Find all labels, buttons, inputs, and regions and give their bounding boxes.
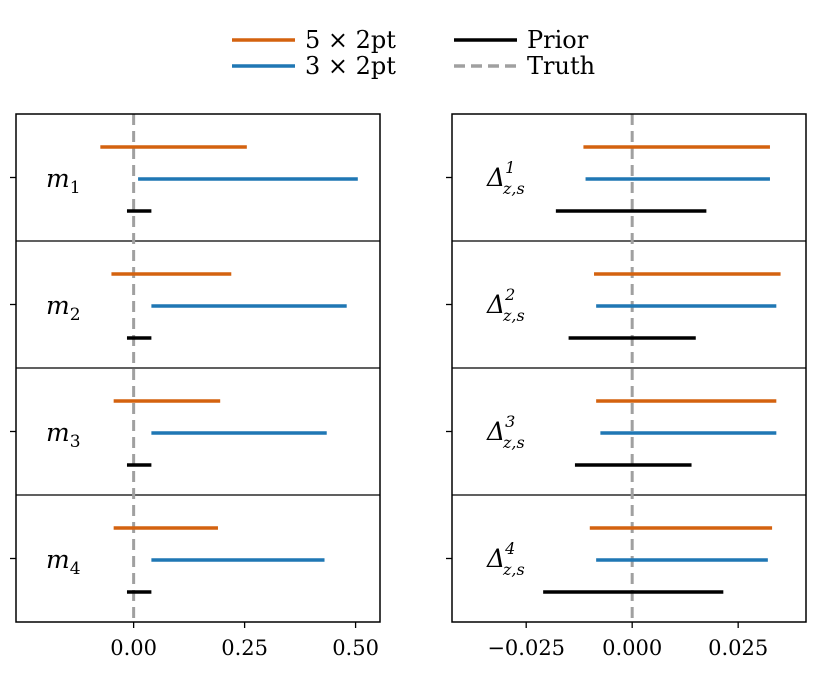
param-subscript: z,s <box>502 179 525 198</box>
param-label-m-2: m2 <box>46 291 81 325</box>
param-symbol: m <box>46 545 70 574</box>
row-m-3: m3 <box>10 399 327 467</box>
param-superscript: 1 <box>505 158 515 177</box>
row-m-4: m4 <box>10 526 325 594</box>
param-label-m-1: m1 <box>46 164 81 198</box>
param-subscript: z,s <box>502 433 525 452</box>
row-delta-zs-2: Δ2 z,s <box>446 272 781 340</box>
x-tick-label: −0.025 <box>487 636 565 660</box>
param-label-delta-zs-4: Δ4 z,s <box>486 539 525 579</box>
param-label-delta-zs-1: Δ1 z,s <box>486 158 525 198</box>
param-subscript: 4 <box>70 559 81 579</box>
legend-label-prior: Prior <box>527 26 589 54</box>
panel-right: Δ1 z,sΔ2 z,sΔ3 z,sΔ4 z,s−0.025 0.000 0.025 <box>446 113 807 660</box>
row-delta-zs-1: Δ1 z,s <box>446 145 770 213</box>
param-subscript: z,s <box>502 560 525 579</box>
param-symbol: m <box>46 418 70 447</box>
param-subscript: 3 <box>70 432 81 452</box>
param-superscript: 4 <box>504 539 515 558</box>
param-subscript: z,s <box>502 306 525 325</box>
legend-label-5-2pt: 5 × 2pt <box>305 26 396 54</box>
x-tick-label: 0.025 <box>708 636 768 660</box>
row-delta-zs-3: Δ3 z,s <box>446 399 777 467</box>
param-label-delta-zs-2: Δ2 z,s <box>486 285 525 325</box>
param-symbol: Δ <box>486 417 505 446</box>
x-tick-label: 0.50 <box>332 636 379 660</box>
param-label-m-4: m4 <box>46 545 81 579</box>
param-symbol: Δ <box>486 163 505 192</box>
param-superscript: 3 <box>505 412 515 431</box>
legend-label-truth: Truth <box>527 52 595 80</box>
x-tick-label: 0.000 <box>602 636 662 660</box>
panel-frame <box>451 113 807 623</box>
param-label-delta-zs-3: Δ3 z,s <box>486 412 525 452</box>
row-m-1: m1 <box>10 145 358 213</box>
param-symbol: m <box>46 291 70 320</box>
panel-frame <box>15 113 381 623</box>
param-subscript: 1 <box>70 178 81 198</box>
legend-label-3-2pt: 3 × 2pt <box>305 52 396 80</box>
row-delta-zs-4: Δ4 z,s <box>446 526 773 594</box>
x-tick-label: 0.25 <box>221 636 268 660</box>
param-superscript: 2 <box>504 285 515 304</box>
param-symbol: Δ <box>486 544 505 573</box>
param-symbol: m <box>46 164 70 193</box>
row-m-2: m2 <box>10 272 347 340</box>
x-tick-label: 0.00 <box>110 636 157 660</box>
param-label-m-3: m3 <box>46 418 81 452</box>
param-subscript: 2 <box>70 305 81 325</box>
param-symbol: Δ <box>486 290 505 319</box>
